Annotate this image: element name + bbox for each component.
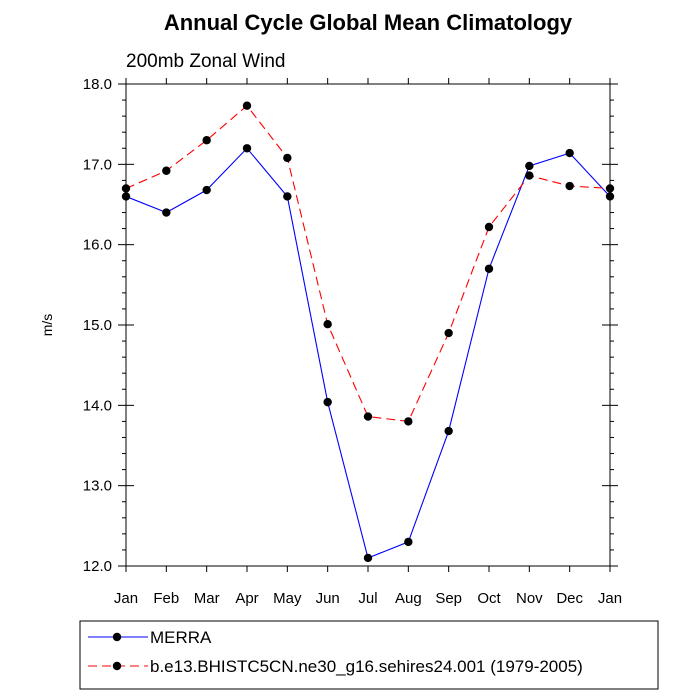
data-point-series-0 <box>363 553 373 563</box>
data-point-series-0 <box>283 192 292 201</box>
x-tick-label: Dec <box>556 590 583 607</box>
data-point-series-1 <box>283 153 292 163</box>
data-point-series-1 <box>404 417 413 426</box>
data-point-series-1 <box>323 319 332 329</box>
x-tick-label: Jan <box>114 590 138 607</box>
x-tick-label: Nov <box>516 590 543 607</box>
y-tick-label: 18.0 <box>83 76 112 93</box>
data-point-series-1 <box>363 412 373 421</box>
data-point-series-0 <box>484 264 494 273</box>
x-tick-label: Aug <box>395 590 422 607</box>
legend-label-0: MERRA <box>150 628 212 647</box>
data-point-series-0 <box>525 161 534 171</box>
x-tick-label: May <box>273 590 302 607</box>
x-tick-label: Apr <box>235 590 258 607</box>
x-tick-label: Mar <box>194 590 220 607</box>
data-point-series-1 <box>484 222 494 232</box>
y-tick-label: 16.0 <box>83 237 112 254</box>
data-point-series-1 <box>444 328 453 338</box>
y-tick-label: 12.0 <box>83 558 112 575</box>
x-tick-label: Jul <box>358 590 377 607</box>
data-point-series-1 <box>565 181 574 191</box>
x-tick-label: Oct <box>477 590 501 607</box>
y-tick-label: 17.0 <box>83 156 112 173</box>
y-tick-label: 15.0 <box>83 317 112 334</box>
series-layer <box>121 101 615 563</box>
legend-marker-1 <box>112 661 122 671</box>
series-line-1 <box>125 104 611 422</box>
data-point-series-0 <box>162 208 171 217</box>
y-tick-label: 14.0 <box>83 397 112 414</box>
x-tick-label: Jun <box>316 590 340 607</box>
series-line-0 <box>125 147 611 559</box>
axis-ticks: Jan Feb Mar Apr May Jun Jul Aug Sep Oct Nov Dec Jan1… <box>83 76 622 607</box>
plot-frame <box>125 83 611 567</box>
data-point-series-0 <box>121 192 131 201</box>
data-point-series-0 <box>242 144 252 153</box>
legend-marker-0 <box>112 632 122 642</box>
x-tick-label: Jan <box>598 590 622 607</box>
data-point-series-0 <box>605 192 615 201</box>
data-point-series-0 <box>202 185 211 195</box>
data-point-series-1 <box>202 136 211 145</box>
data-point-series-0 <box>323 397 332 407</box>
data-point-series-1 <box>242 101 252 110</box>
data-point-series-1 <box>162 166 171 175</box>
x-tick-label: Feb <box>153 590 179 607</box>
data-point-series-0 <box>565 148 574 158</box>
data-point-series-1 <box>605 184 615 193</box>
data-point-series-0 <box>444 426 453 436</box>
legend-label-1: b.e13.BHISTC5CN.ne30_g16.sehires24.001 (… <box>150 657 583 676</box>
legend-box <box>79 620 659 690</box>
data-point-series-1 <box>525 171 534 180</box>
legend: MERRA b.e13.BHISTC5CN.ne30_g16.sehires24.… <box>88 628 583 676</box>
chart-subtitle: 200mb Zonal Wind <box>126 51 285 72</box>
data-point-series-0 <box>404 537 413 547</box>
x-tick-label: Sep <box>435 590 462 607</box>
y-axis-label: m/s <box>39 314 55 337</box>
data-point-series-1 <box>121 184 131 193</box>
chart-title: Annual Cycle Global Mean Climatology <box>164 10 573 35</box>
y-tick-label: 13.0 <box>83 478 112 495</box>
